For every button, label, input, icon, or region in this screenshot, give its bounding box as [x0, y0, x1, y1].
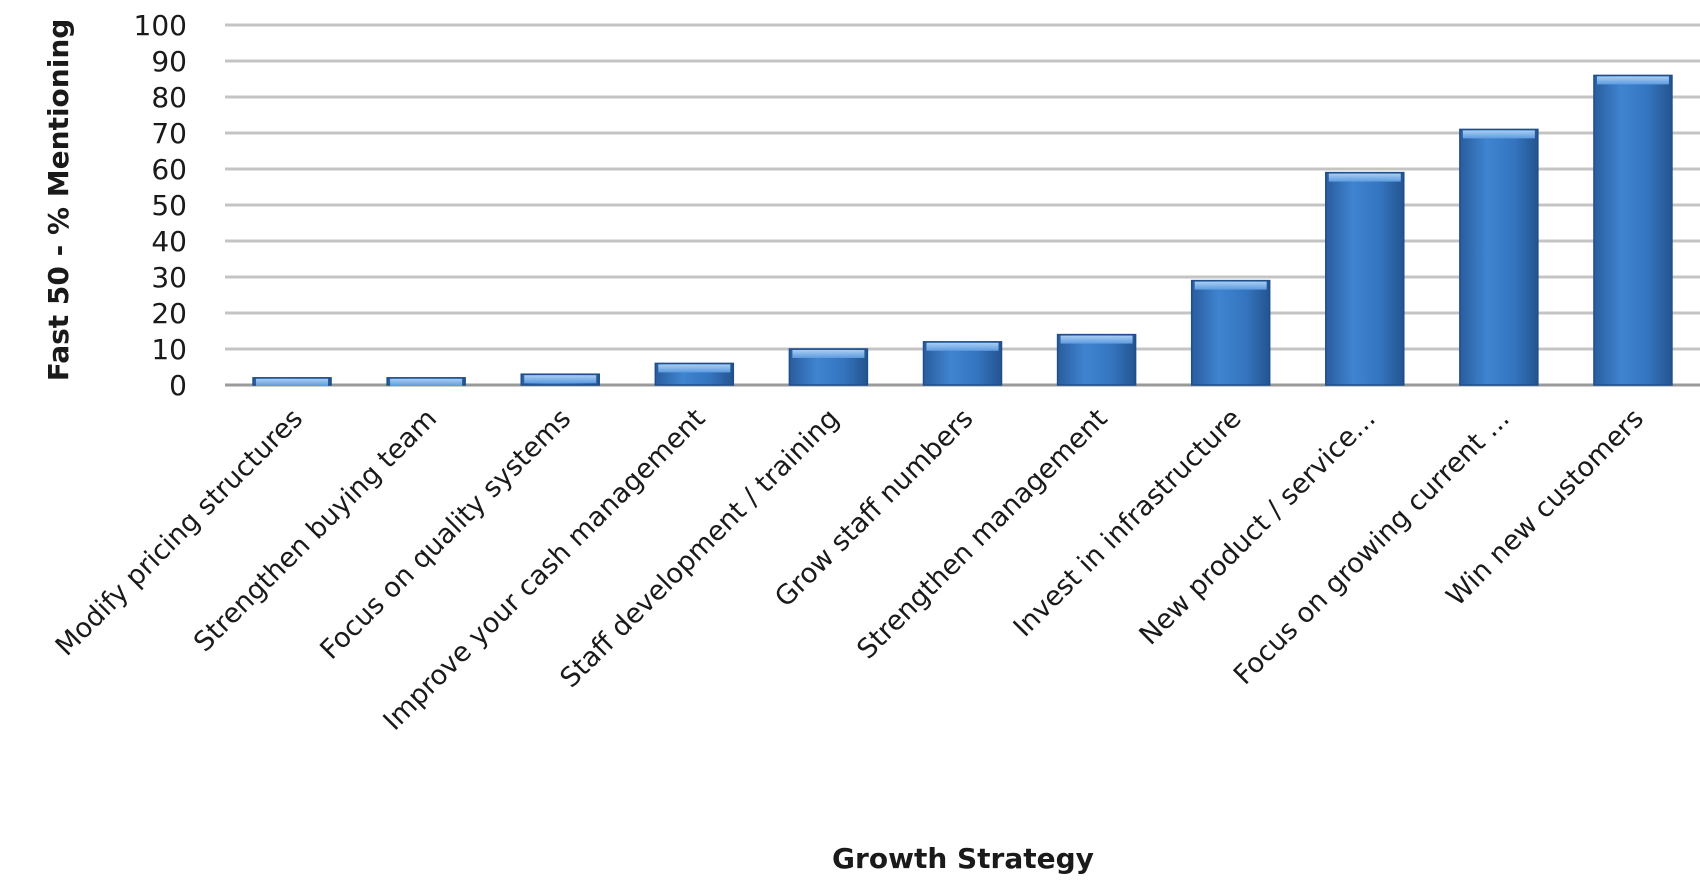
y-tick-label: 90	[151, 45, 187, 78]
bar	[1325, 171, 1405, 386]
bar	[922, 341, 1003, 386]
gridlines	[225, 23, 1700, 387]
x-category-label: New product / service...	[1133, 403, 1381, 651]
y-tick-label: 20	[151, 297, 187, 330]
bar	[1190, 279, 1271, 386]
bar-highlight	[1596, 76, 1669, 85]
y-axis-title: Fast 50 - % Mentioning	[42, 19, 75, 382]
y-tick-label: 0	[169, 369, 187, 402]
bar-highlight	[524, 375, 597, 384]
bar-highlight	[256, 378, 329, 386]
y-tick-label: 10	[151, 333, 187, 366]
y-tick-label: 70	[151, 117, 187, 150]
x-category-label: Invest in infrastructure	[1008, 403, 1248, 643]
bar-highlight	[792, 350, 865, 358]
bar-highlight	[1060, 335, 1133, 344]
bar-highlight	[1194, 281, 1267, 290]
y-tick-label: 40	[151, 225, 187, 258]
x-category-label: Focus on growing current ...	[1228, 403, 1516, 691]
x-category-label: Strengthen management	[851, 403, 1113, 665]
bar-highlight	[1462, 130, 1535, 139]
bar-body	[1190, 279, 1271, 386]
bar	[1593, 74, 1673, 386]
bar-body	[1325, 171, 1405, 386]
y-tick-label: 60	[151, 153, 187, 186]
bar-body	[1593, 74, 1673, 386]
bar	[520, 373, 600, 386]
x-category-label: Focus on quality systems	[314, 403, 577, 666]
y-tick-label: 50	[151, 189, 187, 222]
x-category-label: Modify pricing structures	[50, 403, 309, 662]
y-tick-label: 80	[151, 81, 187, 114]
bar-highlight	[658, 364, 731, 373]
bar	[654, 362, 735, 386]
bar	[252, 377, 332, 386]
bar	[788, 348, 869, 386]
bar	[1459, 128, 1539, 386]
y-tick-label: 30	[151, 261, 187, 294]
bar	[386, 377, 466, 386]
bar-highlight	[390, 378, 463, 386]
bar-highlight	[1328, 173, 1401, 182]
x-category-label: Strengthen buying team	[188, 403, 443, 658]
bar-highlight	[926, 342, 999, 351]
x-axis-title: Growth Strategy	[832, 842, 1094, 875]
x-category-label: Staff development / training	[554, 403, 845, 694]
bar-body	[1459, 128, 1539, 386]
bars	[252, 74, 1673, 386]
bar	[1056, 333, 1137, 386]
y-tick-label: 100	[134, 9, 187, 42]
